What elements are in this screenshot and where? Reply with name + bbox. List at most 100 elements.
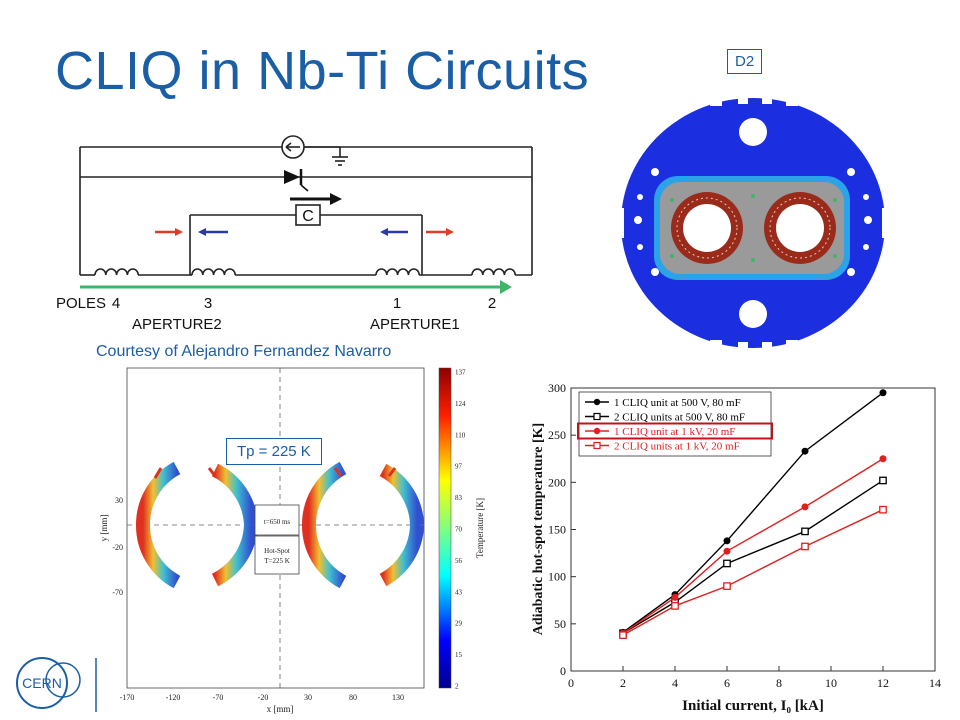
y-axis-label: y [mm] — [99, 515, 109, 542]
legend-entry: 1 CLIQ unit at 1 kV, 20 mF — [614, 426, 735, 438]
legend-marker — [593, 427, 601, 435]
temperature-map-plot: t=650 ms Hot-Spot T=225 K -170 -120 -70 … — [99, 367, 485, 714]
d2-magnet-cross-section — [614, 94, 892, 352]
chart-data-point — [801, 542, 809, 551]
red-arrow-icon — [426, 228, 454, 236]
colorbar-tick-label: 70 — [455, 526, 463, 534]
x-axis-label: x [mm] — [267, 704, 294, 714]
hotspot-temperature-chart: 0 2 4 6 8 10 12 14 0 50 100 150 200 250 300 1 CLIQ uni… — [531, 381, 941, 714]
yoke-holes — [634, 118, 872, 328]
d2-label: D2 — [727, 49, 763, 74]
hotspot-annotation: Hot-Spot — [264, 547, 290, 555]
red-arrow-icon — [155, 228, 183, 236]
chart-y-tick-label: 250 — [548, 428, 566, 442]
chart-data-point — [723, 582, 731, 590]
chart-x-tick-label: 12 — [877, 676, 889, 690]
colorbar-tick-label: 56 — [455, 557, 463, 565]
aperture2-label: APERTURE2 — [132, 316, 222, 333]
cern-logo-text: CERN — [22, 675, 62, 691]
blue-arrow-icon — [198, 228, 228, 236]
green-arrow-icon — [80, 280, 512, 294]
chart-data-point — [879, 455, 887, 463]
courtesy-note: Courtesy of Alejandro Fernandez Navarro — [96, 343, 392, 360]
pole-number: 1 — [393, 295, 401, 312]
ground-icon — [304, 146, 348, 166]
chart-data-point — [879, 389, 887, 397]
y-tick-label: 30 — [115, 496, 123, 505]
chart-x-tick-label: 14 — [929, 676, 941, 690]
x-tick-label: -170 — [120, 693, 135, 702]
power-source-icon — [281, 135, 305, 159]
colorbar-tick-label: 83 — [455, 494, 463, 502]
colorbar-tick-label: 137 — [455, 369, 466, 377]
aperture1-label: APERTURE1 — [370, 316, 460, 333]
chart-y-axis-label: Adiabatic hot-spot temperature [K] — [531, 423, 546, 635]
pole-number: 4 — [112, 295, 120, 312]
pole-number: 3 — [204, 295, 212, 312]
chart-data-point — [723, 547, 731, 555]
colorbar-tick-label: 15 — [455, 651, 463, 659]
yoke-notches — [614, 94, 892, 352]
capacitor-label: C — [302, 208, 314, 225]
chart-data-point — [723, 559, 731, 568]
temperature-colorbar — [438, 367, 452, 689]
legend-highlight-box — [577, 422, 773, 440]
chart-data-point — [879, 476, 887, 485]
colorbar-tick-label: 97 — [455, 463, 463, 471]
chart-data-point — [619, 631, 627, 640]
colorbar-label: Temperature [K] — [475, 498, 485, 558]
chart-x-tick-label: 6 — [724, 676, 730, 690]
chart-y-tick-label: 150 — [548, 523, 566, 537]
chart-y-tick-label: 0 — [560, 664, 566, 678]
left-aperture-coil — [671, 192, 743, 264]
chart-y-tick-label: 50 — [554, 617, 566, 631]
blue-arrow-icon — [380, 228, 408, 236]
chart-data-point — [879, 505, 887, 514]
chart-data-point — [801, 527, 809, 536]
chart-y-tick-label: 300 — [548, 381, 566, 395]
hotspot-annotation: T=225 K — [264, 557, 290, 565]
chart-x-axis-label: Initial current, I₀ [kA] — [682, 698, 824, 714]
x-tick-label: -120 — [166, 693, 181, 702]
legend-marker — [593, 412, 601, 421]
chart-x-tick-label: 8 — [776, 676, 782, 690]
x-tick-label: 80 — [349, 693, 357, 702]
chart-x-tick-label: 4 — [672, 676, 678, 690]
chart-data-point — [671, 602, 679, 610]
cliq-circuit-diagram: C POLES 4 3 1 2 APERTURE2 APERTURE1 — [56, 135, 533, 333]
x-tick-label: 30 — [304, 693, 312, 702]
left-coil-temperature — [135, 461, 258, 589]
chart-data-point — [801, 503, 809, 511]
chart-x-tick-label: 0 — [568, 676, 574, 690]
chart-y-tick-label: 100 — [548, 570, 566, 584]
colorbar-tick-label: 2 — [455, 683, 459, 691]
colorbar-tick-label: 43 — [455, 588, 463, 596]
time-annotation: t=650 ms — [264, 518, 291, 526]
x-tick-label: -20 — [258, 693, 269, 702]
current-arrow-icon — [290, 193, 342, 205]
colorbar-tick-label: 110 — [455, 431, 466, 439]
colorbar-tick-label: 29 — [455, 620, 463, 628]
chart-y-tick-label: 200 — [548, 475, 566, 489]
pole-number: 2 — [488, 295, 496, 312]
capacitor-box — [295, 204, 321, 226]
chart-x-tick-label: 10 — [825, 676, 837, 690]
cern-logo: CERN — [16, 657, 97, 712]
collar-pins — [670, 194, 837, 262]
chart-data-point — [671, 593, 679, 601]
poles-label: POLES — [56, 295, 106, 312]
chart-data-point — [723, 537, 731, 545]
x-tick-label: -70 — [213, 693, 224, 702]
thyristor-icon — [284, 169, 309, 192]
legend-entry: 1 CLIQ unit at 500 V, 80 mF — [614, 397, 741, 409]
legend-entry: 2 CLIQ units at 500 V, 80 mF — [614, 412, 745, 424]
legend-entry: 2 CLIQ units at 1 kV, 20 mF — [614, 441, 740, 453]
right-coil-temperature — [301, 461, 424, 589]
chart-data-point — [801, 447, 809, 455]
chart-x-tick-label: 2 — [620, 676, 626, 690]
tp-label: Tp = 225 K — [226, 438, 322, 465]
y-tick-label: -70 — [112, 588, 123, 597]
x-tick-label: 130 — [392, 693, 404, 702]
colorbar-tick-label: 124 — [455, 400, 466, 408]
coil-inductors — [94, 268, 516, 276]
